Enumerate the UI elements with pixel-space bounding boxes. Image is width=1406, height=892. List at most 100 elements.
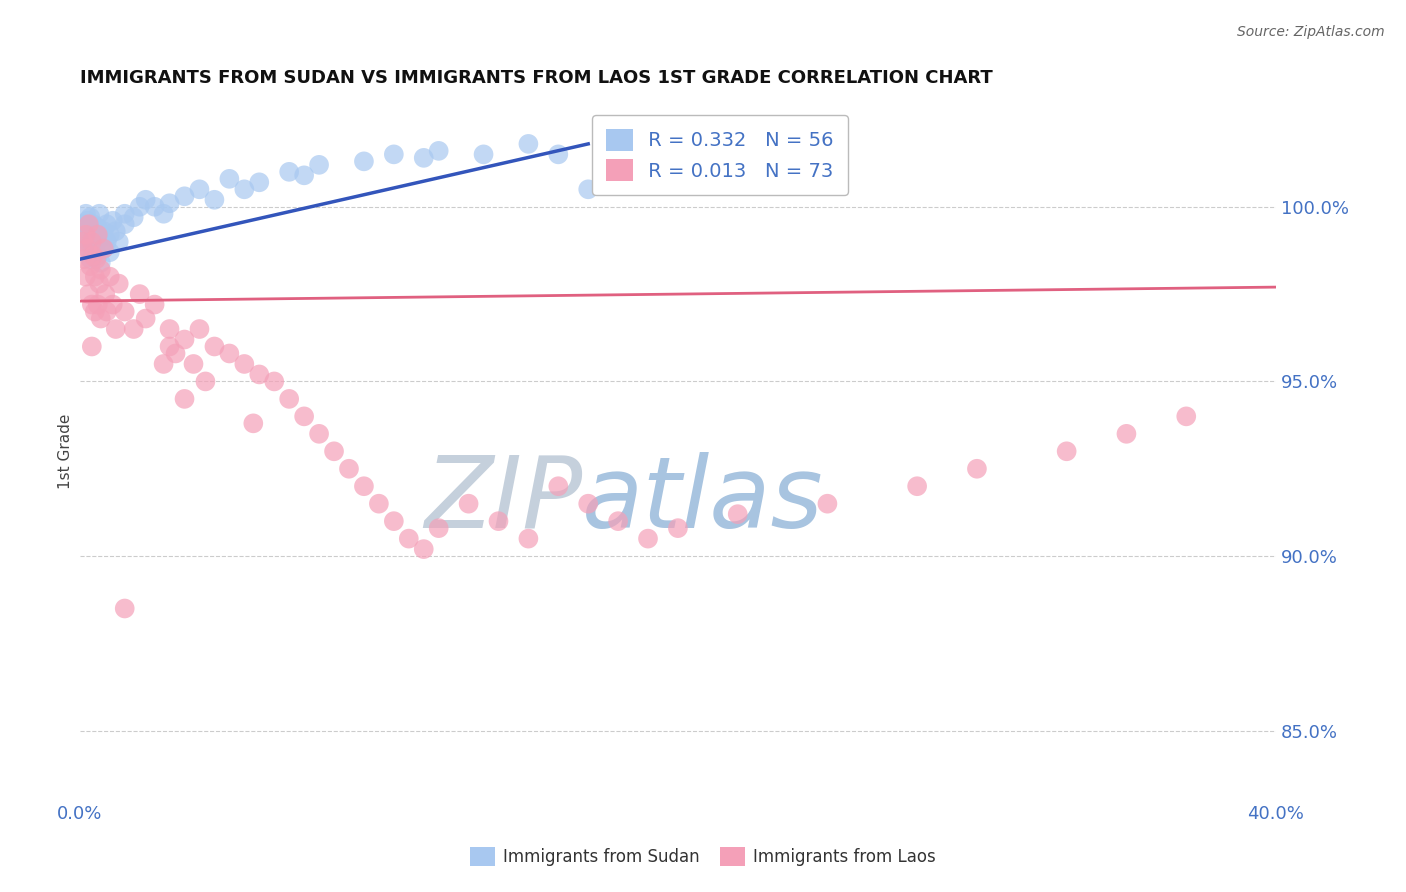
- Point: [128, 287, 150, 301]
- Point: [80, 297, 103, 311]
- Point: [353, 479, 375, 493]
- Point: [93, 224, 115, 238]
- Point: [77, 231, 100, 245]
- Point: [73, 252, 96, 267]
- Point: [547, 479, 569, 493]
- Point: [427, 521, 450, 535]
- Point: [815, 497, 838, 511]
- Point: [93, 242, 115, 256]
- Point: [87, 249, 110, 263]
- Point: [72, 235, 94, 249]
- Point: [165, 346, 187, 360]
- Point: [72, 217, 94, 231]
- Point: [76, 213, 98, 227]
- Point: [382, 514, 405, 528]
- Point: [96, 304, 118, 318]
- Point: [727, 507, 749, 521]
- Point: [1115, 426, 1137, 441]
- Point: [188, 182, 211, 196]
- Point: [308, 426, 330, 441]
- Point: [104, 322, 127, 336]
- Point: [89, 277, 111, 291]
- Point: [114, 304, 136, 318]
- Point: [89, 207, 111, 221]
- Point: [83, 227, 105, 242]
- Point: [122, 211, 145, 225]
- Point: [159, 196, 181, 211]
- Point: [101, 213, 124, 227]
- Point: [637, 532, 659, 546]
- Point: [367, 497, 389, 511]
- Point: [98, 227, 121, 242]
- Point: [143, 297, 166, 311]
- Point: [86, 252, 108, 267]
- Point: [905, 479, 928, 493]
- Point: [353, 154, 375, 169]
- Legend: Immigrants from Sudan, Immigrants from Laos: Immigrants from Sudan, Immigrants from L…: [464, 840, 942, 873]
- Point: [292, 169, 315, 183]
- Point: [173, 392, 195, 406]
- Point: [547, 147, 569, 161]
- Point: [308, 158, 330, 172]
- Point: [488, 514, 510, 528]
- Point: [337, 462, 360, 476]
- Point: [412, 542, 434, 557]
- Point: [173, 189, 195, 203]
- Point: [472, 147, 495, 161]
- Point: [517, 532, 540, 546]
- Point: [107, 235, 129, 249]
- Point: [87, 220, 110, 235]
- Point: [98, 269, 121, 284]
- Point: [576, 182, 599, 196]
- Point: [278, 165, 301, 179]
- Point: [194, 375, 217, 389]
- Point: [427, 144, 450, 158]
- Point: [382, 147, 405, 161]
- Point: [218, 171, 240, 186]
- Text: atlas: atlas: [582, 451, 824, 549]
- Point: [159, 339, 181, 353]
- Point: [79, 252, 101, 267]
- Point: [75, 207, 97, 221]
- Point: [135, 311, 157, 326]
- Legend:  R = 0.332   N = 56,  R = 0.013   N = 73: R = 0.332 N = 56, R = 0.013 N = 73: [592, 115, 848, 195]
- Point: [292, 409, 315, 424]
- Point: [75, 227, 97, 242]
- Point: [96, 235, 118, 249]
- Point: [152, 357, 174, 371]
- Point: [79, 211, 101, 225]
- Point: [77, 242, 100, 256]
- Point: [128, 200, 150, 214]
- Point: [80, 235, 103, 249]
- Point: [966, 462, 988, 476]
- Point: [143, 200, 166, 214]
- Point: [152, 207, 174, 221]
- Point: [183, 357, 205, 371]
- Point: [94, 287, 117, 301]
- Point: [188, 322, 211, 336]
- Point: [666, 521, 689, 535]
- Point: [80, 224, 103, 238]
- Point: [135, 193, 157, 207]
- Point: [242, 417, 264, 431]
- Point: [218, 346, 240, 360]
- Point: [83, 245, 105, 260]
- Point: [204, 193, 226, 207]
- Point: [247, 368, 270, 382]
- Point: [83, 304, 105, 318]
- Point: [107, 277, 129, 291]
- Point: [278, 392, 301, 406]
- Point: [576, 497, 599, 511]
- Point: [82, 249, 104, 263]
- Point: [77, 220, 100, 235]
- Point: [87, 227, 110, 242]
- Point: [79, 259, 101, 273]
- Point: [607, 514, 630, 528]
- Point: [233, 357, 256, 371]
- Point: [87, 297, 110, 311]
- Point: [83, 269, 105, 284]
- Point: [517, 136, 540, 151]
- Point: [77, 287, 100, 301]
- Y-axis label: 1st Grade: 1st Grade: [58, 414, 73, 489]
- Point: [204, 339, 226, 353]
